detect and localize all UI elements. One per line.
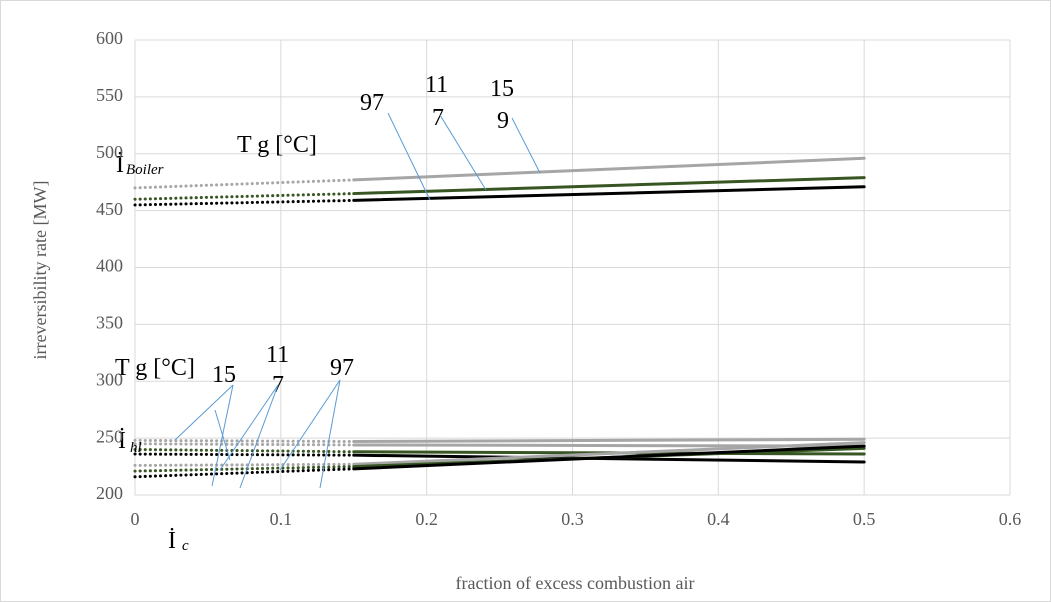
- x-tick-label: 0.5: [853, 509, 876, 529]
- annotation: 11: [425, 72, 448, 98]
- leader-lines: [174, 379, 341, 489]
- series-line: [352, 444, 866, 471]
- y-tick-label: 450: [96, 199, 123, 219]
- annotation: 97: [360, 90, 384, 116]
- x-tick-label: 0.6: [999, 509, 1022, 529]
- y-tick-label: 300: [96, 369, 123, 389]
- series-line: [133, 448, 356, 454]
- annotation: 11: [266, 342, 289, 368]
- annotation: 9: [497, 108, 509, 134]
- y-tick-label: 400: [96, 256, 123, 276]
- grid: [134, 39, 1011, 496]
- series-line: [133, 462, 356, 467]
- series-line: [133, 178, 356, 190]
- leader-line: [439, 114, 487, 191]
- annotation: T g [°C]: [237, 132, 317, 158]
- x-tick-label: 0.4: [707, 509, 730, 529]
- x-tick-label: 0.3: [561, 509, 584, 529]
- series-label: İ Boiler: [116, 152, 164, 178]
- series-line: [133, 452, 356, 457]
- x-tick-label: 0.1: [270, 509, 293, 529]
- series-line: [133, 438, 356, 444]
- series-line: [133, 465, 356, 473]
- y-tick-label: 500: [96, 142, 123, 162]
- y-tick-label: 250: [96, 426, 123, 446]
- x-tick-label: 0.2: [415, 509, 438, 529]
- annotation: T g [°C]: [115, 355, 195, 381]
- y-tick-label: 200: [96, 483, 123, 503]
- annotation: 97: [330, 355, 354, 381]
- series-line: [133, 192, 356, 201]
- x-axis-title: fraction of excess combustion air: [456, 573, 695, 593]
- plot-lines: [133, 156, 866, 479]
- series-line: [352, 441, 866, 466]
- y-tick-label: 350: [96, 313, 123, 333]
- series-line: [352, 176, 866, 196]
- series-line: [352, 156, 866, 182]
- annotation: 7: [432, 105, 444, 131]
- y-tick-label: 600: [96, 28, 123, 48]
- leader-line: [387, 112, 431, 201]
- series-line: [133, 442, 356, 447]
- annotation: 15: [490, 76, 514, 102]
- x-tick-label: 0: [131, 509, 140, 529]
- series-line: [133, 467, 356, 479]
- y-tick-label: 550: [96, 85, 123, 105]
- series-line: [352, 437, 866, 444]
- leader-line: [511, 117, 541, 174]
- annotation: 15: [212, 362, 236, 388]
- series-line: [133, 198, 356, 207]
- y-axis-title: irreversibility rate [MW]: [30, 181, 50, 360]
- series-line: [352, 185, 866, 202]
